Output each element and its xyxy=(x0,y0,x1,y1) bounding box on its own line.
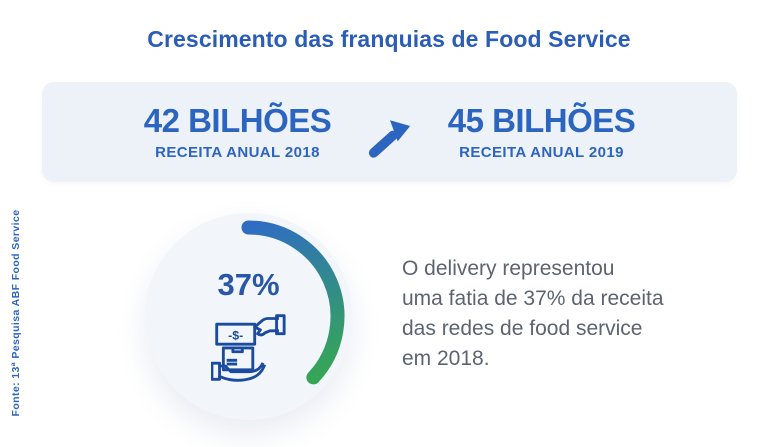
revenue-2018-stat: 42 BILHÕES RECEITA ANUAL 2018 xyxy=(138,101,338,161)
giving-hand-shape xyxy=(252,317,279,337)
cash-on-delivery-icon: -$- xyxy=(210,309,287,385)
description-line-4: em 2018. xyxy=(402,347,490,370)
palm-top-shape xyxy=(217,362,264,374)
banknote-text: -$- xyxy=(228,328,243,342)
gauge-percent-label: 37% xyxy=(217,267,280,302)
package-tape-shape xyxy=(230,346,244,354)
palm-cuff-shape xyxy=(210,361,221,381)
palm-bottom-shape xyxy=(217,364,266,382)
revenue-2019-stat: 45 BILHÕES RECEITA ANUAL 2019 xyxy=(442,101,642,161)
delivery-share-gauge: 37% -$- xyxy=(145,213,352,420)
source-note: Fonte: 13ª Pesquisa ABF Food Service xyxy=(10,209,22,417)
description-line-2: uma fatia de 37% da receita xyxy=(402,287,664,310)
trending-up-arrow-icon xyxy=(366,115,414,160)
description-line-3: das redes de food service xyxy=(402,317,643,340)
gauge-arc xyxy=(241,220,345,385)
package-shape xyxy=(221,346,254,372)
revenue-2019-label: RECEITA ANUAL 2019 xyxy=(459,143,624,161)
revenue-banner: 42 BILHÕES RECEITA ANUAL 2018 45 BILHÕES… xyxy=(42,82,737,182)
revenue-2018-label: RECEITA ANUAL 2018 xyxy=(155,143,320,161)
description-line-1: O delivery representou xyxy=(402,257,615,280)
banknote-shape xyxy=(214,322,256,346)
page-title: Crescimento das franquias de Food Servic… xyxy=(147,26,631,52)
revenue-2018-value: 42 BILHÕES xyxy=(143,101,332,139)
giving-cuff-shape xyxy=(274,314,286,336)
description-text: O delivery representou uma fatia de 37% … xyxy=(402,254,664,374)
revenue-2019-value: 45 BILHÕES xyxy=(447,101,636,139)
package-marks-shape xyxy=(226,358,237,366)
